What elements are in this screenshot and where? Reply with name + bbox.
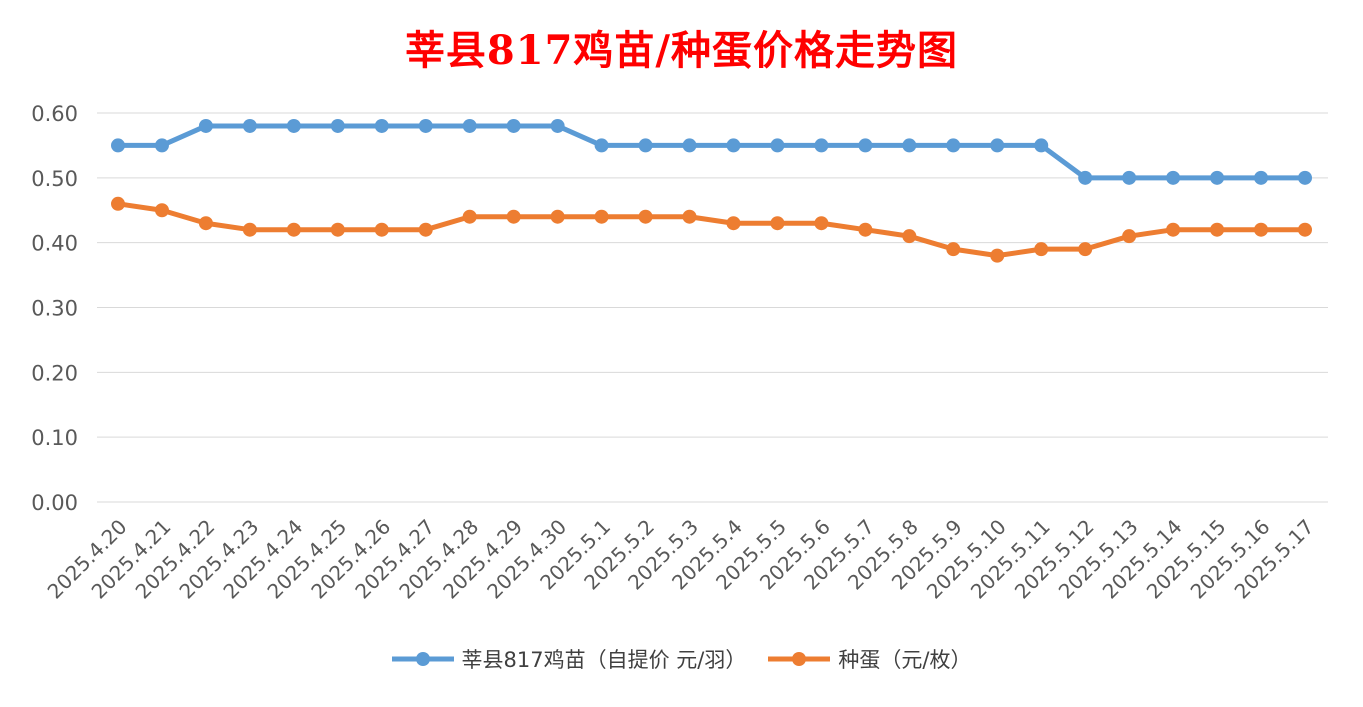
data-point[interactable] xyxy=(242,118,257,133)
data-point[interactable] xyxy=(374,118,389,133)
series-line-0 xyxy=(118,123,1305,181)
data-point[interactable] xyxy=(1254,170,1269,185)
legend-swatch-chick xyxy=(391,652,454,666)
data-point[interactable] xyxy=(814,216,829,231)
data-point[interactable] xyxy=(506,118,521,133)
data-point[interactable] xyxy=(726,216,741,231)
data-point[interactable] xyxy=(286,222,301,237)
data-point[interactable] xyxy=(770,216,785,231)
data-point[interactable] xyxy=(198,118,213,133)
data-point[interactable] xyxy=(1078,242,1093,257)
y-tick-label: 0.00 xyxy=(31,491,78,515)
data-point[interactable] xyxy=(462,118,477,133)
data-point[interactable] xyxy=(111,138,125,153)
data-point[interactable] xyxy=(154,203,169,218)
data-point[interactable] xyxy=(946,138,961,153)
data-point[interactable] xyxy=(330,118,345,133)
data-point[interactable] xyxy=(374,222,389,237)
y-tick-label: 0.30 xyxy=(31,297,78,321)
data-point[interactable] xyxy=(990,138,1005,153)
data-point[interactable] xyxy=(1034,242,1049,257)
series-1 xyxy=(111,196,1312,263)
legend: 莘县817鸡苗（自提价 元/羽） 种蛋（元/枚） xyxy=(0,644,1363,674)
data-point[interactable] xyxy=(1166,222,1181,237)
legend-swatch-egg xyxy=(768,652,831,666)
y-tick-label: 0.50 xyxy=(31,167,78,191)
data-point[interactable] xyxy=(858,138,873,153)
data-point[interactable] xyxy=(726,138,741,153)
data-point[interactable] xyxy=(814,138,829,153)
legend-item-egg[interactable]: 种蛋（元/枚） xyxy=(768,644,971,674)
data-point[interactable] xyxy=(770,138,785,153)
data-point[interactable] xyxy=(462,209,477,224)
data-point[interactable] xyxy=(902,138,917,153)
series-0 xyxy=(111,118,1312,185)
data-point[interactable] xyxy=(418,222,433,237)
data-point[interactable] xyxy=(154,138,169,153)
data-point[interactable] xyxy=(1122,229,1137,244)
data-point[interactable] xyxy=(902,229,917,244)
legend-label-chick: 莘县817鸡苗（自提价 元/羽） xyxy=(461,648,747,672)
data-point[interactable] xyxy=(286,118,301,133)
legend-item-chick[interactable]: 莘县817鸡苗（自提价 元/羽） xyxy=(391,644,747,674)
series-lines xyxy=(111,118,1312,263)
data-point[interactable] xyxy=(1166,170,1181,185)
data-point[interactable] xyxy=(198,216,213,231)
data-point[interactable] xyxy=(638,138,653,153)
data-point[interactable] xyxy=(330,222,345,237)
data-point[interactable] xyxy=(594,209,609,224)
chart-title: 莘县817鸡苗/种蛋价格走势图 xyxy=(404,27,959,74)
data-point[interactable] xyxy=(1034,138,1049,153)
data-point[interactable] xyxy=(638,209,653,224)
data-point[interactable] xyxy=(506,209,521,224)
data-point[interactable] xyxy=(1254,222,1269,237)
data-point[interactable] xyxy=(858,222,873,237)
data-point[interactable] xyxy=(946,242,961,257)
data-point[interactable] xyxy=(1210,222,1225,237)
y-axis-ticks: 0.00 0.10 0.20 0.30 0.40 0.50 0.60 xyxy=(31,102,78,515)
data-point[interactable] xyxy=(1210,170,1225,185)
data-point[interactable] xyxy=(111,196,125,211)
data-point[interactable] xyxy=(550,118,565,133)
data-point[interactable] xyxy=(682,209,697,224)
data-point[interactable] xyxy=(594,138,609,153)
y-tick-label: 0.10 xyxy=(31,426,78,450)
series-line-1 xyxy=(117,201,1305,259)
y-tick-label: 0.40 xyxy=(31,232,78,256)
x-axis-ticks: 2025.4.202025.4.212025.4.222025.4.232025… xyxy=(43,515,1319,604)
data-point[interactable] xyxy=(1122,170,1137,185)
data-point[interactable] xyxy=(1078,170,1093,185)
legend-label-egg: 种蛋（元/枚） xyxy=(838,648,972,672)
data-point[interactable] xyxy=(1298,222,1312,237)
y-tick-label: 0.60 xyxy=(31,102,78,126)
data-point[interactable] xyxy=(550,209,565,224)
data-point[interactable] xyxy=(418,118,433,133)
data-point[interactable] xyxy=(990,248,1005,263)
data-point[interactable] xyxy=(682,138,697,153)
data-point[interactable] xyxy=(1298,170,1312,185)
gridlines xyxy=(97,112,1328,503)
y-tick-label: 0.20 xyxy=(31,361,78,385)
data-point[interactable] xyxy=(242,222,257,237)
